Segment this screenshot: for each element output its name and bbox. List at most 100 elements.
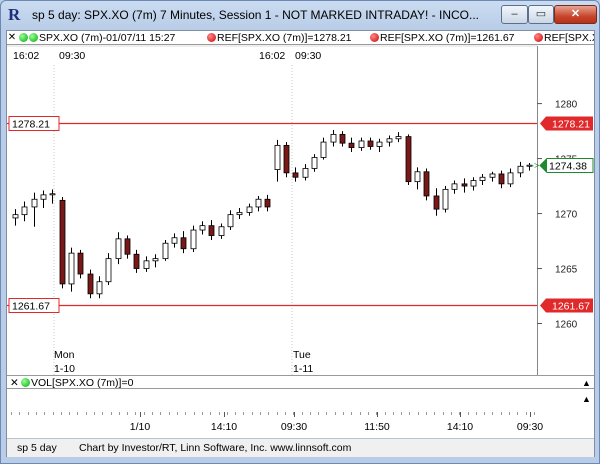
- candle-body: [49, 193, 56, 196]
- candle-body: [283, 144, 290, 174]
- candle-body: [59, 199, 66, 285]
- candle-body: [489, 173, 496, 178]
- ref-left-label: 1278.21: [12, 119, 50, 131]
- indicator-label: REF[SPX.XO (7m)]: [544, 32, 594, 44]
- x-tick-label: 09:30: [517, 421, 543, 433]
- session-time-label: 09:30: [295, 50, 321, 62]
- last-price-marker: [539, 158, 594, 173]
- candle-body: [115, 238, 122, 260]
- candle-body: [133, 253, 140, 269]
- indicator-ref-extra[interactable]: REF[SPX.XO (7m)]: [534, 31, 594, 44]
- x-tick-label: 11:50: [364, 421, 390, 433]
- candle-body: [414, 171, 421, 183]
- last-price-label: 1274.38: [549, 161, 587, 173]
- candle-body: [302, 168, 309, 178]
- indicator-volume[interactable]: VOL[SPX.XO (7m)]=0: [21, 376, 133, 390]
- candle-body: [68, 252, 75, 285]
- indicator-ref-high[interactable]: REF[SPX.XO (7m)]=1278.21: [207, 31, 352, 44]
- close-pane-icon[interactable]: ✕: [10, 377, 19, 389]
- candle-body: [423, 171, 430, 197]
- candle-body: [358, 140, 365, 148]
- candle-body: [405, 136, 412, 183]
- status-dot-icon: [19, 33, 28, 42]
- minimize-button[interactable]: –: [501, 5, 528, 24]
- candle-body: [274, 144, 281, 170]
- y-tick-label: 1265: [555, 265, 578, 276]
- day-label: Tue: [293, 349, 311, 361]
- volume-pane-header: ✕ VOL[SPX.XO (7m)]=0 ▲: [7, 375, 594, 389]
- date-label: 1-10: [54, 363, 75, 375]
- candle-body: [124, 238, 131, 255]
- candle-body: [105, 258, 112, 283]
- indicator-header: ✕ SPX.XO (7m)-01/07/11 15:27 REF[SPX.XO …: [7, 31, 594, 45]
- indicator-ref-low[interactable]: REF[SPX.XO (7m)]=1261.67: [370, 31, 515, 44]
- candle-body: [386, 138, 393, 143]
- candle-body: [190, 229, 197, 250]
- scroll-up-icon[interactable]: ▲: [582, 378, 591, 388]
- candle-body: [208, 225, 215, 236]
- candle-body: [255, 198, 262, 208]
- scroll-down-icon[interactable]: ▲: [582, 394, 591, 404]
- candle-body: [31, 198, 38, 208]
- x-tick-label: 09:30: [281, 421, 307, 433]
- ref-price-label: 1261.67: [552, 301, 590, 313]
- y-tick-label: 1270: [555, 210, 578, 221]
- session-time-label: 16:02: [13, 50, 39, 62]
- candle-body: [199, 225, 206, 231]
- candle-body: [143, 260, 150, 269]
- ref-price-marker: [540, 298, 593, 313]
- status-dot-icon: [534, 33, 543, 42]
- close-pane-icon[interactable]: ✕: [7, 32, 17, 43]
- maximize-button[interactable]: ▭: [528, 5, 554, 24]
- date-label: 1-11: [293, 363, 313, 375]
- close-button[interactable]: ✕: [554, 5, 597, 24]
- title-bar[interactable]: R sp 5 day: SPX.XO (7m) 7 Minutes, Sessi…: [1, 1, 599, 29]
- chart-area: ✕ SPX.XO (7m)-01/07/11 15:27 REF[SPX.XO …: [6, 30, 595, 457]
- candle-body: [171, 237, 178, 244]
- candle-body: [264, 198, 271, 208]
- candle-body: [433, 195, 440, 210]
- session-time-label: 09:30: [59, 50, 85, 62]
- status-dot-icon: [370, 33, 379, 42]
- x-tick-label: 14:10: [211, 421, 237, 433]
- ref-left-box: [8, 116, 60, 131]
- indicator-price[interactable]: SPX.XO (7m)-01/07/11 15:27: [19, 31, 176, 44]
- app-icon: R: [8, 5, 21, 24]
- candle-body: [442, 188, 449, 210]
- status-dot-icon: [21, 378, 30, 387]
- window-title: sp 5 day: SPX.XO (7m) 7 Minutes, Session…: [32, 8, 480, 22]
- status-bar: sp 5 day Chart by Investor/RT, Linn Soft…: [7, 438, 594, 457]
- candle-body: [152, 258, 159, 262]
- candle-body: [470, 180, 477, 187]
- candle-body: [517, 165, 524, 174]
- session-time-label: 16:02: [259, 50, 285, 62]
- ref-price-marker: [540, 116, 593, 131]
- ref-left-label: 1261.67: [12, 301, 50, 313]
- candle-body: [376, 141, 383, 147]
- price-chart[interactable]: 1280127512701265126016:0209:3016:0209:30…: [7, 31, 594, 375]
- status-chart-name: sp 5 day: [17, 442, 57, 454]
- candle-body: [21, 206, 28, 216]
- volume-pane[interactable]: ▲: [7, 390, 594, 412]
- x-tick-label: 14:10: [447, 421, 473, 433]
- indicator-label: SPX.XO (7m)-01/07/11 15:27: [39, 32, 176, 44]
- indicator-label: VOL[SPX.XO (7m)]=0: [31, 377, 134, 389]
- ref-left-box: [8, 298, 60, 313]
- last-price-arrow: ->: [531, 161, 539, 171]
- candle-body: [246, 206, 253, 213]
- candle-body: [526, 164, 533, 167]
- indicator-label: REF[SPX.XO (7m)]=1278.21: [217, 32, 352, 44]
- candle-body: [236, 212, 243, 216]
- status-dot-icon: [207, 33, 216, 42]
- candle-body: [311, 157, 318, 169]
- x-tick-label: 1/10: [130, 421, 151, 433]
- y-tick-label: 1260: [555, 320, 578, 331]
- y-tick-label: 1280: [555, 100, 578, 111]
- candle-body: [479, 176, 486, 181]
- candle-body: [227, 214, 234, 228]
- candle-body: [498, 173, 505, 185]
- candle-body: [180, 237, 187, 250]
- candle-body: [507, 172, 514, 185]
- candle-body: [96, 281, 103, 295]
- candle-body: [339, 133, 346, 144]
